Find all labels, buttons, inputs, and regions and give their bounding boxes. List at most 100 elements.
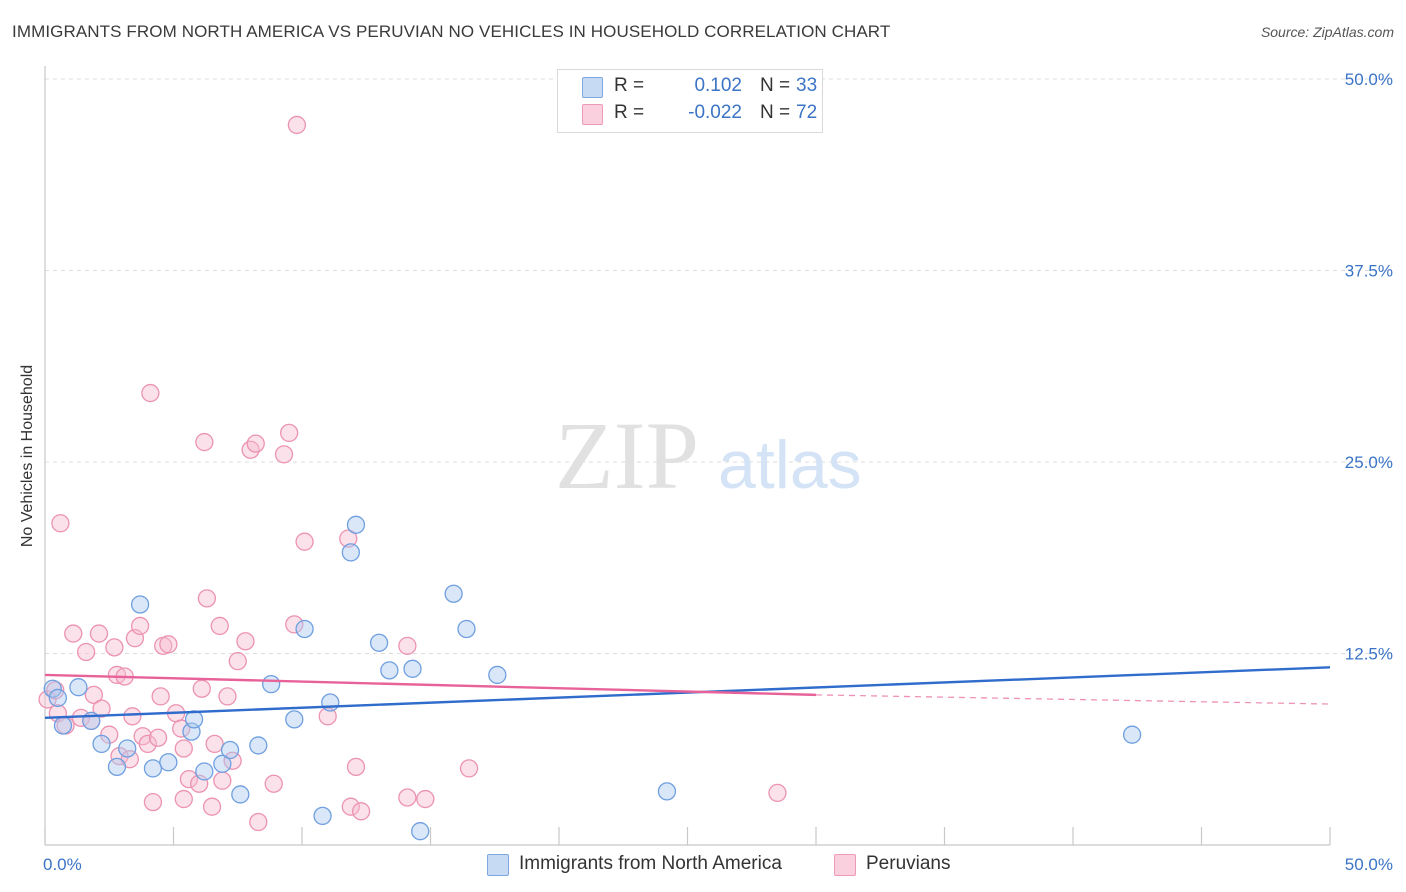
legend-swatch-blue <box>582 77 603 98</box>
peruvians-point <box>130 616 150 636</box>
y-tick-label: 25.0% <box>1345 453 1393 472</box>
bottom-legend-label: Peruvians <box>866 853 951 874</box>
immigrants-point <box>369 633 389 652</box>
immigrants-point <box>444 584 463 603</box>
immigrants-point <box>295 619 314 639</box>
peruvians-point <box>141 383 160 403</box>
immigrants-point <box>457 619 476 639</box>
legend-r-label: R = <box>614 102 645 123</box>
peruvians-point <box>287 115 307 135</box>
immigrants-point <box>346 515 366 534</box>
watermark-atlas: atlas <box>718 427 862 503</box>
bottom-legend-swatch-pink <box>834 854 856 876</box>
chart-source: Source: ZipAtlas.com <box>1260 24 1394 40</box>
peruvians-point <box>192 679 211 698</box>
axes <box>44 66 1331 846</box>
immigrants-point <box>220 740 240 760</box>
y-tick-label: 50.0% <box>1345 70 1393 89</box>
immigrants-point <box>195 762 214 781</box>
y-tick-label: 12.5% <box>1345 645 1393 664</box>
peruvians-point <box>179 769 199 789</box>
peruvians-point <box>174 789 193 809</box>
peruvians-point <box>151 687 170 706</box>
peruvians-point <box>76 642 96 662</box>
peruvians-point <box>213 771 232 790</box>
peruvians-point <box>459 759 479 778</box>
immigrants-point <box>341 543 360 562</box>
stats-legend: R = 0.102 N = 33 R = -0.022 N = 72 <box>557 69 823 133</box>
immigrants-points <box>43 515 1142 841</box>
watermark: ZIP atlas <box>555 402 862 509</box>
x-tick-label: 50.0% <box>1345 855 1393 874</box>
legend-n-label: N = <box>760 75 791 96</box>
immigrants-point <box>107 757 127 777</box>
peruvians-point <box>51 514 70 533</box>
peruvians-point <box>339 529 358 548</box>
peruvians-point <box>197 589 217 608</box>
peruvians-point <box>398 788 417 807</box>
immigrants-point <box>488 665 507 685</box>
peruvians-point <box>100 725 119 744</box>
immigrants-point <box>184 710 204 729</box>
legend-n-value: 33 <box>796 75 818 96</box>
immigrants-point <box>159 753 178 772</box>
immigrants-point <box>130 595 150 614</box>
peruvians-point <box>249 812 268 832</box>
bottom-legend-swatch-blue <box>487 854 509 876</box>
immigrants-point <box>313 806 332 826</box>
peruvians-point <box>148 728 168 747</box>
peruvians-point <box>64 624 83 643</box>
immigrants-point <box>69 678 88 697</box>
immigrants-point <box>285 710 304 729</box>
peruvians-point <box>236 632 255 651</box>
peruvians-point <box>398 636 417 655</box>
peruvians-point <box>202 797 222 816</box>
peruvians-point <box>107 665 127 685</box>
peruvians-point <box>416 789 435 809</box>
chart-title: IMMIGRANTS FROM NORTH AMERICA VS PERUVIA… <box>12 22 891 41</box>
immigrants-point <box>231 785 250 804</box>
immigrants-point <box>411 822 430 841</box>
legend-n-value: 72 <box>796 102 818 123</box>
immigrants-point <box>1122 725 1142 744</box>
peruvians-point <box>346 757 366 777</box>
peruvians-point <box>110 746 129 766</box>
immigrants-point <box>53 716 73 735</box>
peruvians-point <box>84 685 103 705</box>
peruvians-point <box>246 434 265 453</box>
gridlines <box>45 78 1392 654</box>
peruvians-point <box>174 739 193 758</box>
peruvians-point <box>89 624 109 643</box>
immigrants-point <box>143 759 163 778</box>
peruvians-point <box>279 423 299 443</box>
legend-r-value: -0.022 <box>688 102 742 123</box>
immigrants-point <box>48 688 67 708</box>
peruvians-point <box>228 652 247 671</box>
legend-swatch-pink <box>582 104 603 125</box>
immigrants-point <box>118 739 137 758</box>
peruvians-point <box>264 774 283 793</box>
peruvians-point <box>218 687 237 706</box>
immigrants-point <box>43 679 62 698</box>
immigrants-point <box>657 782 677 801</box>
immigrants-point <box>262 674 281 694</box>
immigrants-point <box>249 736 268 755</box>
peruvians-point <box>295 532 314 551</box>
peruvians-point <box>274 445 294 464</box>
peruvians-point <box>210 616 229 636</box>
watermark-zip: ZIP <box>555 402 699 509</box>
peruvians-point <box>768 783 787 803</box>
x-tick-label: 0.0% <box>43 855 82 874</box>
tick-labels: 12.5% 25.0% 37.5% 50.0% 0.0% 50.0% <box>43 70 1393 874</box>
peruvians-point <box>105 638 124 657</box>
legend-n-label: N = <box>760 102 791 123</box>
peruvians-point <box>92 699 111 718</box>
peruvians-point <box>205 734 224 754</box>
immigrants-point <box>380 661 399 680</box>
peruvians-point <box>223 751 242 770</box>
legend-r-value: 0.102 <box>694 75 742 96</box>
peruvians-trend-line <box>44 673 817 697</box>
immigrants-point <box>403 659 422 678</box>
peruvians-point <box>123 707 142 726</box>
